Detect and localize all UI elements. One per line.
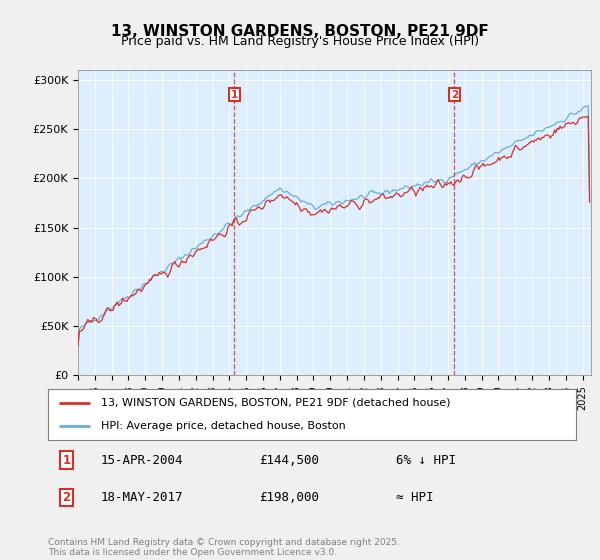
Text: 18-MAY-2017: 18-MAY-2017 <box>101 491 184 504</box>
Text: 2: 2 <box>451 90 458 100</box>
Text: 6% ↓ HPI: 6% ↓ HPI <box>397 454 457 467</box>
Text: ≈ HPI: ≈ HPI <box>397 491 434 504</box>
Text: 15-APR-2004: 15-APR-2004 <box>101 454 184 467</box>
Text: £144,500: £144,500 <box>259 454 319 467</box>
Text: 13, WINSTON GARDENS, BOSTON, PE21 9DF: 13, WINSTON GARDENS, BOSTON, PE21 9DF <box>111 24 489 39</box>
Text: Price paid vs. HM Land Registry's House Price Index (HPI): Price paid vs. HM Land Registry's House … <box>121 35 479 48</box>
Text: 1: 1 <box>62 454 71 467</box>
Text: £198,000: £198,000 <box>259 491 319 504</box>
Text: HPI: Average price, detached house, Boston: HPI: Average price, detached house, Bost… <box>101 421 346 431</box>
Text: 13, WINSTON GARDENS, BOSTON, PE21 9DF (detached house): 13, WINSTON GARDENS, BOSTON, PE21 9DF (d… <box>101 398 450 408</box>
Text: 1: 1 <box>230 90 238 100</box>
Text: Contains HM Land Registry data © Crown copyright and database right 2025.
This d: Contains HM Land Registry data © Crown c… <box>48 538 400 557</box>
Text: 2: 2 <box>62 491 71 504</box>
